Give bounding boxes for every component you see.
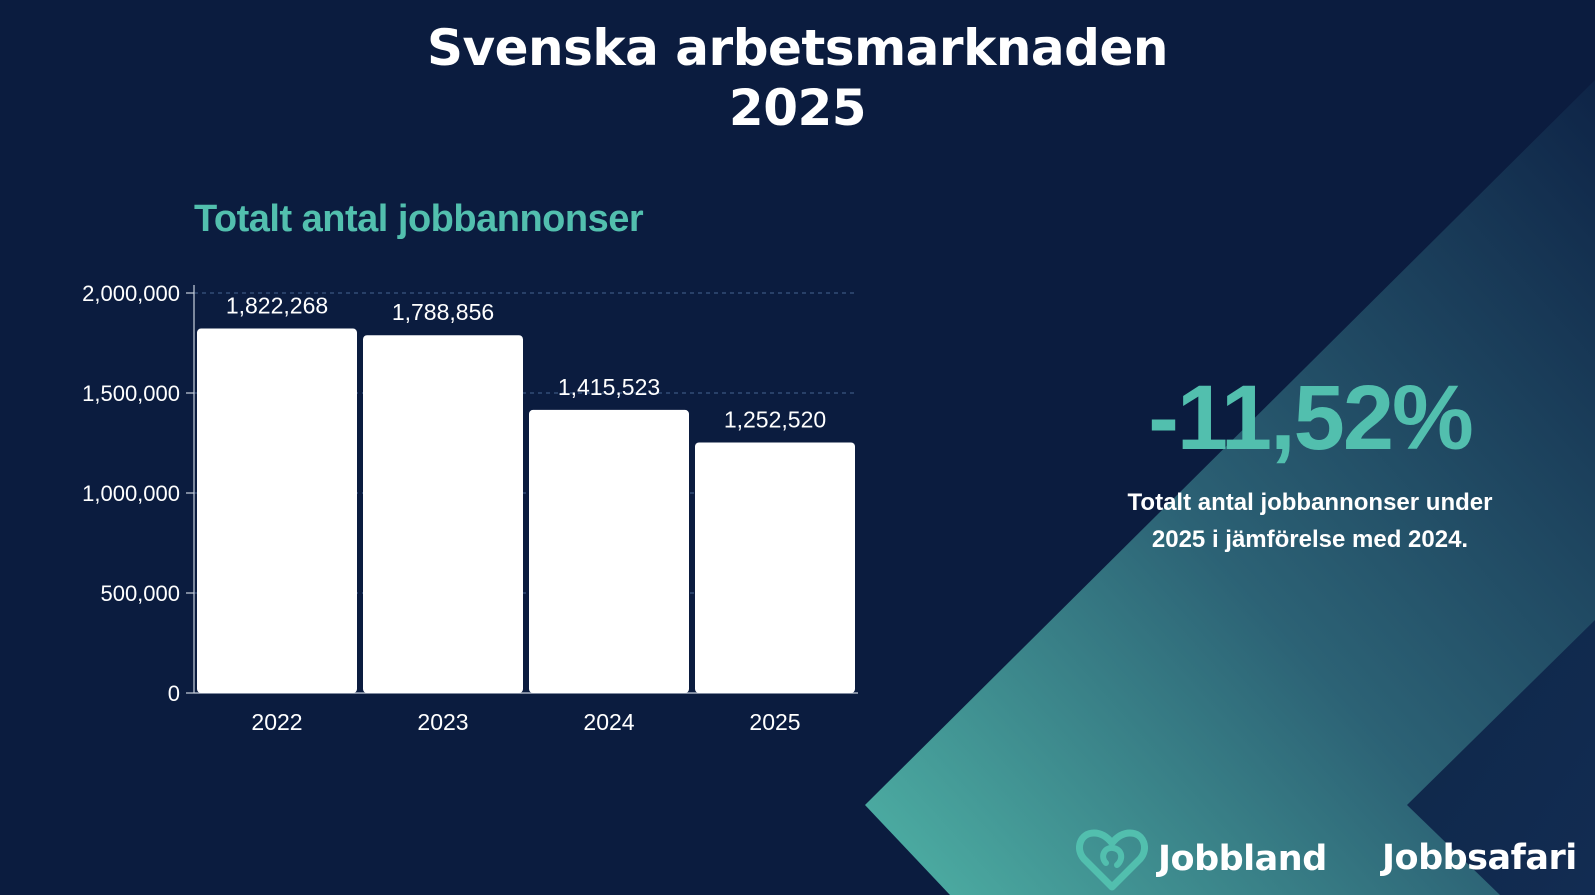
bar-value-label: 1,415,523	[558, 374, 660, 400]
bar	[363, 335, 523, 693]
bar	[695, 442, 855, 693]
stat-value: -11,52%	[1148, 367, 1474, 469]
page-title: Svenska arbetsmarknaden 2025	[0, 18, 1595, 138]
y-tick-label: 500,000	[100, 581, 180, 606]
page-title-line2: 2025	[728, 79, 867, 137]
y-tick-label: 2,000,000	[82, 281, 180, 306]
chart-title: Totalt antal jobbannonser	[194, 198, 644, 240]
x-tick-label: 2024	[583, 709, 634, 735]
x-tick-label: 2025	[749, 709, 800, 735]
y-tick-label: 1,000,000	[82, 481, 180, 506]
y-tick-label: 1,500,000	[82, 381, 180, 406]
bar-value-label: 1,252,520	[724, 406, 826, 432]
page-title-line1: Svenska arbetsmarknaden	[427, 19, 1168, 77]
heart-icon	[1076, 829, 1148, 891]
x-tick-label: 2023	[417, 709, 468, 735]
bar-value-label: 1,788,856	[392, 299, 494, 325]
bar-value-label: 1,822,268	[226, 293, 328, 319]
jobbland-logo: Jobbland	[1076, 826, 1327, 892]
stat-description: Totalt antal jobbannonser under 2025 i j…	[1127, 489, 1493, 553]
y-tick-label: 0	[168, 681, 180, 706]
jobbland-logo-text: Jobbland	[1158, 839, 1327, 879]
bar	[529, 409, 689, 693]
jobbsafari-logo: Jobbsafari	[1382, 838, 1577, 878]
bar	[197, 328, 357, 693]
x-tick-label: 2022	[251, 709, 302, 735]
